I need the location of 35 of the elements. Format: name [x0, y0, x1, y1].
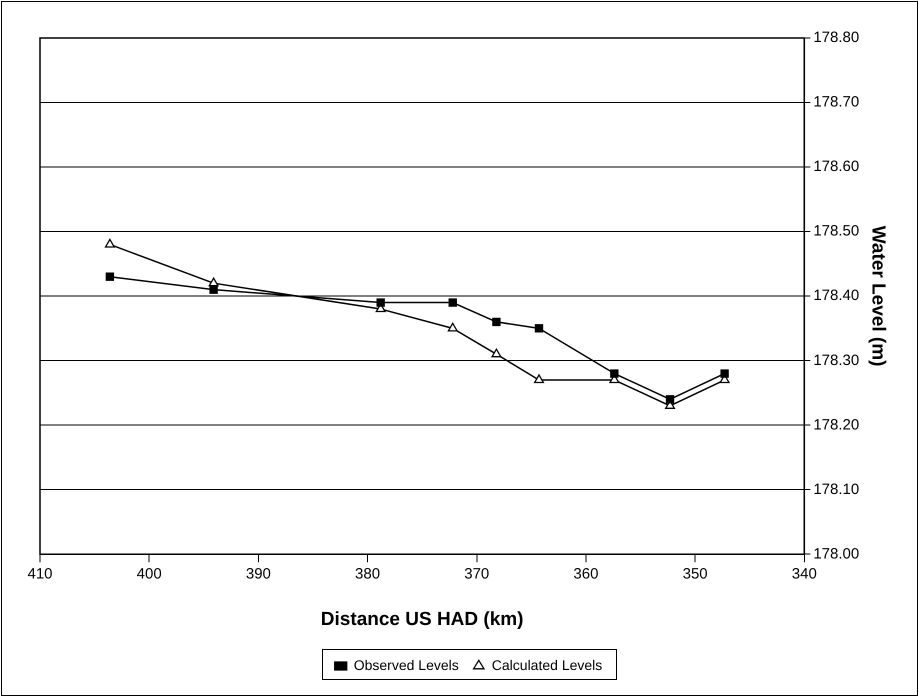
- x-tick-label: 360: [573, 565, 598, 582]
- y-tick-label: 178.00: [813, 545, 860, 562]
- point: [610, 369, 619, 378]
- x-tick-label: 400: [136, 565, 162, 582]
- y-tick-label: 178.50: [813, 222, 860, 240]
- point: [448, 322, 458, 332]
- legend-label: Observed Levels: [354, 656, 459, 673]
- point: [104, 238, 115, 248]
- point: [492, 318, 501, 326]
- y-tick-label: 178.10: [813, 480, 860, 498]
- point: [720, 369, 729, 378]
- point: [448, 298, 457, 307]
- y-axis-title: Water Level (m): [867, 226, 888, 366]
- x-tick-label: 350: [682, 565, 708, 582]
- y-tick-label: 178.60: [813, 158, 860, 176]
- x-tick-label: 380: [355, 565, 380, 582]
- x-axis-title: Distance US HAD (km): [320, 608, 524, 630]
- x-tick-label: 340: [792, 565, 817, 582]
- x-tick-label: 410: [27, 565, 53, 582]
- point: [534, 374, 544, 384]
- y-tick-label: 178.20: [813, 416, 860, 434]
- point: [376, 298, 385, 307]
- point: [491, 348, 502, 358]
- point: [534, 324, 544, 333]
- y-tick-label: 178.40: [813, 287, 860, 304]
- point: [106, 272, 114, 281]
- x-tick-label: 370: [464, 565, 490, 582]
- point: [209, 285, 218, 294]
- legend-label: Calculated Levels: [492, 656, 602, 673]
- y-tick-label: 178.30: [813, 352, 860, 369]
- x-tick-label: 390: [246, 565, 271, 582]
- point: [208, 278, 219, 286]
- y-tick-label: 178.70: [813, 94, 860, 111]
- point: [666, 395, 674, 404]
- y-tick-label: 178.80: [813, 29, 860, 46]
